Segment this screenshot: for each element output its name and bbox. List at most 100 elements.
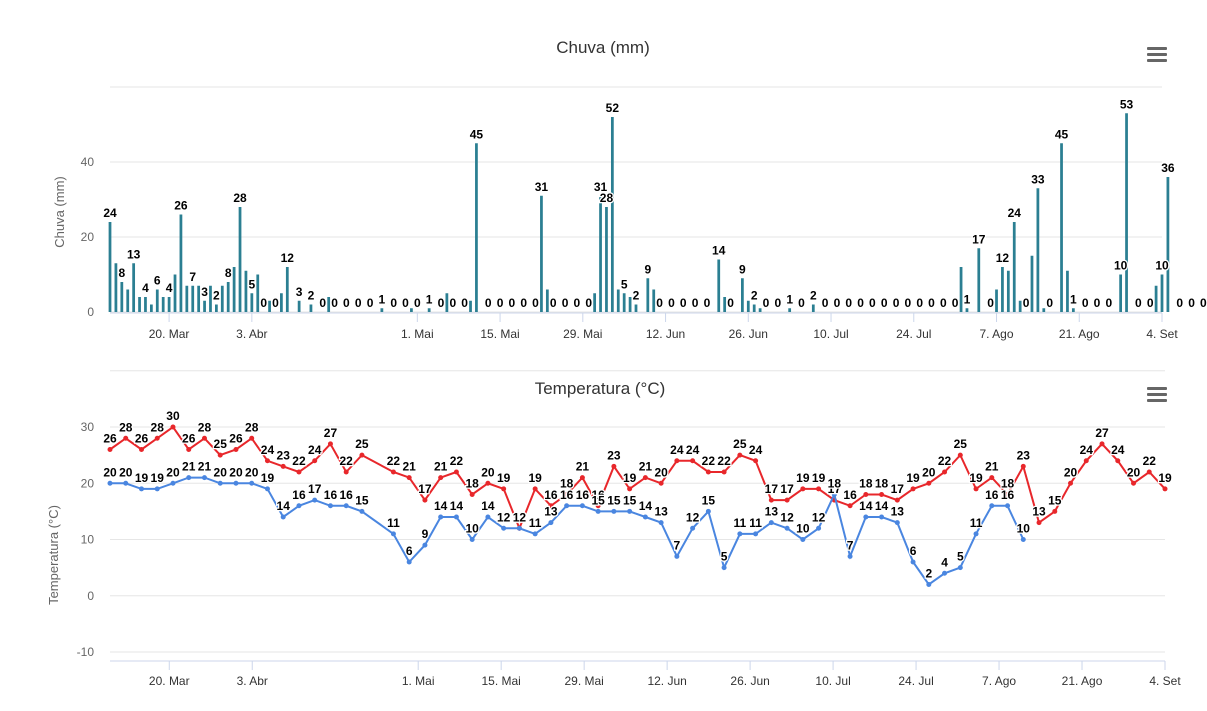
temperature-high-point[interactable] [595,503,601,509]
rain-bar[interactable] [545,289,549,313]
temperature-high-point[interactable] [201,435,207,441]
temperature-high-point[interactable] [217,452,223,458]
temperature-low-point[interactable] [737,531,743,537]
temperature-low-point[interactable] [249,480,255,486]
temperature-high-point[interactable] [690,458,696,464]
rain-bar[interactable] [108,222,112,312]
temperature-high-point[interactable] [264,458,270,464]
rain-bar[interactable] [280,293,283,312]
temperature-high-point[interactable] [390,469,396,475]
rain-bar[interactable] [599,195,602,312]
rain-bar[interactable] [220,285,224,312]
rain-bar[interactable] [475,143,478,312]
temperature-low-point[interactable] [595,508,601,514]
temperature-high-point[interactable] [658,480,664,486]
temperature-low-point[interactable] [406,559,412,565]
temperature-low-point[interactable] [879,514,885,520]
rain-bar[interactable] [138,297,141,312]
temperature-high-point[interactable] [957,452,963,458]
rain-bar[interactable] [226,282,230,312]
rain-bar[interactable] [723,297,727,312]
rain-bar[interactable] [327,297,331,312]
rain-bar[interactable] [746,300,750,312]
temperature-low-point[interactable] [280,514,286,520]
temperature-low-point[interactable] [658,520,664,526]
rain-bar[interactable] [179,214,183,313]
temperature-low-point[interactable] [674,553,680,559]
temperature-high-point[interactable] [973,486,979,492]
rain-bar[interactable] [1036,188,1040,312]
rain-bar[interactable] [309,304,313,313]
rain-bar[interactable] [161,297,165,312]
temperature-high-point[interactable] [926,480,932,486]
temperature-high-point[interactable] [1005,492,1011,497]
rain-bar[interactable] [995,289,998,313]
temperature-low-point[interactable] [753,531,759,537]
rain-bar[interactable] [285,267,289,312]
rain-bar[interactable] [1125,113,1128,312]
temperature-high-point[interactable] [1099,441,1105,447]
rain-bar[interactable] [144,297,147,312]
temperature-low-point[interactable] [863,514,869,520]
rain-bar[interactable] [622,293,626,312]
temperature-low-point[interactable] [170,480,176,486]
rain-bar[interactable] [203,300,206,312]
temperature-high-point[interactable] [910,486,916,492]
temperature-high-point[interactable] [784,497,790,503]
temperature-low-point[interactable] [564,503,570,509]
temperature-low-point[interactable] [422,542,428,548]
rain-bar[interactable] [752,304,756,313]
temperature-high-point[interactable] [705,469,711,475]
rain-bar[interactable] [605,207,608,312]
temperature-high-point[interactable] [548,503,554,509]
temperature-high-point[interactable] [453,469,459,475]
temperature-high-point[interactable] [768,497,774,503]
rain-bar[interactable] [741,278,744,312]
rain-bar[interactable] [1042,308,1046,312]
rain-bar[interactable] [256,274,260,313]
temperature-high-point[interactable] [296,469,302,475]
rain-bar[interactable] [167,297,171,312]
temperature-high-point[interactable] [1146,469,1152,475]
temperature-low-point[interactable] [957,565,963,571]
temperature-high-point[interactable] [422,497,428,503]
rain-bar[interactable] [1012,222,1016,312]
rain-bar[interactable] [197,285,201,312]
temperature-low-point[interactable] [768,520,774,526]
rain-bar[interactable] [1018,300,1022,312]
temperature-high-point[interactable] [485,480,491,486]
rain-bar[interactable] [297,300,301,312]
temperature-low-point[interactable] [1005,503,1011,509]
rain-bar[interactable] [1006,270,1010,312]
temperature-high-point[interactable] [1036,520,1042,526]
temperature-high-point[interactable] [863,492,869,497]
rain-bar[interactable] [758,308,762,312]
temperature-high-point[interactable] [579,475,585,481]
temperature-high-point[interactable] [186,447,192,452]
rain-bar[interactable] [717,259,721,313]
temperature-low-point[interactable] [390,531,396,537]
temperature-low-point[interactable] [516,525,522,531]
temperature-high-point[interactable] [233,447,239,452]
rain-bar[interactable] [616,289,620,313]
temperature-low-point[interactable] [343,503,349,509]
rain-bar[interactable] [250,293,254,312]
rain-bar[interactable] [469,300,472,312]
rain-bar[interactable] [238,207,242,312]
temperature-high-point[interactable] [1020,463,1026,469]
temperature-low-point[interactable] [721,565,727,571]
temperature-low-point[interactable] [690,525,696,531]
rain-bar[interactable] [215,304,218,313]
rain-bar[interactable] [155,289,159,313]
temperature-low-point[interactable] [217,480,223,486]
rain-bar[interactable] [209,285,212,312]
temperature-low-point[interactable] [611,508,617,514]
rain-bar[interactable] [1154,285,1158,312]
rain-bar[interactable] [1071,308,1075,312]
rain-bar[interactable] [977,248,981,312]
temperature-low-point[interactable] [548,520,554,526]
temperature-high-point[interactable] [170,424,176,430]
temperature-high-point[interactable] [501,486,507,492]
temperature-low-point[interactable] [800,537,806,542]
rain-bar[interactable] [410,308,413,312]
